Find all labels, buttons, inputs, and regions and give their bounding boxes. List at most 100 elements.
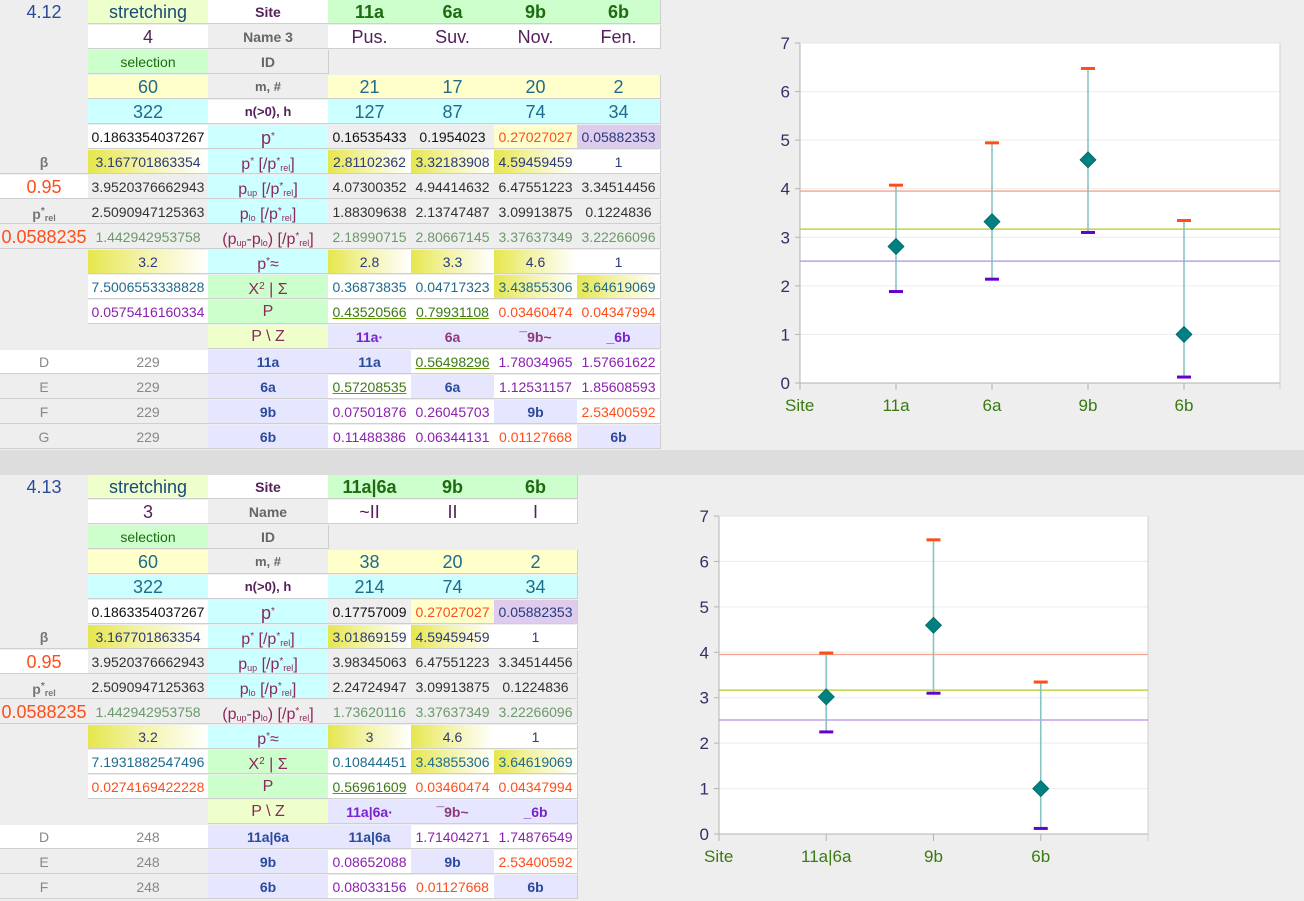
selection-label[interactable]: selection <box>88 50 209 74</box>
matrix-cell[interactable]: 0.01127668 <box>411 875 495 899</box>
m-value[interactable]: 17 <box>411 75 495 99</box>
site-header[interactable]: 6b <box>577 0 661 24</box>
matrix-row-count[interactable]: 248 <box>88 850 209 874</box>
p-star-total[interactable]: 0.1863354037267 <box>88 125 209 149</box>
p-approx-value[interactable]: 1 <box>494 725 578 749</box>
p-star-value[interactable]: 0.16535433 <box>328 125 412 149</box>
m-value[interactable]: 38 <box>328 550 412 574</box>
n-value[interactable]: 87 <box>411 100 495 124</box>
p-up-value[interactable]: 3.98345063 <box>328 650 412 674</box>
p-lo-value[interactable]: 3.09913875 <box>411 675 495 699</box>
p-approx-value[interactable]: 3 <box>328 725 412 749</box>
m-value[interactable]: 20 <box>411 550 495 574</box>
p-star-rel-value[interactable]: 1 <box>494 625 578 649</box>
site-name[interactable]: Pus. <box>328 25 412 49</box>
p-lo-value[interactable]: 0.1224836 <box>577 200 661 224</box>
p-up-value[interactable]: 6.47551223 <box>411 650 495 674</box>
m-value[interactable]: 2 <box>494 550 578 574</box>
diff-value[interactable]: 2.80667145 <box>411 225 495 249</box>
P-value[interactable]: 0.43520566 <box>328 300 412 324</box>
stretching-value[interactable]: 4 <box>88 25 209 49</box>
n-value[interactable]: 74 <box>411 575 495 599</box>
site-name[interactable]: I <box>494 500 578 524</box>
p-star-rel-value[interactable]: 1 <box>577 150 661 174</box>
p-up-value[interactable]: 4.94414632 <box>411 175 495 199</box>
chi2-value[interactable]: 3.43855306 <box>411 750 495 774</box>
n-total[interactable]: 322 <box>88 100 209 124</box>
diff-value[interactable]: 1.73620116 <box>328 700 412 724</box>
p-lo-value[interactable]: 2.24724947 <box>328 675 412 699</box>
chi2-total[interactable]: 7.5006553338828 <box>88 275 209 299</box>
stretching-label[interactable]: stretching <box>88 0 209 24</box>
matrix-row-count[interactable]: 248 <box>88 825 209 849</box>
selection-label[interactable]: selection <box>88 525 209 549</box>
pz-col-header[interactable]: ¯9b~ <box>494 325 578 349</box>
n-value[interactable]: 34 <box>577 100 661 124</box>
matrix-cell[interactable]: 0.08652088 <box>328 850 412 874</box>
p-approx-value[interactable]: 4.6 <box>411 725 495 749</box>
site-header[interactable]: 6b <box>494 475 578 499</box>
matrix-cell[interactable]: 1.71404271 <box>411 825 495 849</box>
p-up-value[interactable]: 6.47551223 <box>494 175 578 199</box>
stretching-label[interactable]: stretching <box>88 475 209 499</box>
p-star-value[interactable]: 0.1954023 <box>411 125 495 149</box>
chi2-value[interactable]: 3.64619069 <box>494 750 578 774</box>
p-approx-value[interactable]: 2.8 <box>328 250 412 274</box>
site-header[interactable]: 11a|6a <box>328 475 412 499</box>
matrix-cell[interactable]: 0.11488386 <box>328 425 412 449</box>
matrix-row-count[interactable]: 248 <box>88 875 209 899</box>
diff-value[interactable]: 3.37637349 <box>411 700 495 724</box>
p-lo-total[interactable]: 2.5090947125363 <box>88 200 209 224</box>
diff-total[interactable]: 1.442942953758 <box>88 225 209 249</box>
chi2-value[interactable]: 0.36873835 <box>328 275 412 299</box>
pz-col-header[interactable]: 6a <box>411 325 495 349</box>
site-name[interactable]: Suv. <box>411 25 495 49</box>
p-star-value[interactable]: 0.17757009 <box>328 600 412 624</box>
site-header[interactable]: 11a <box>328 0 412 24</box>
confidence-level[interactable]: 0.95 <box>0 175 88 199</box>
p-approx-total[interactable]: 3.2 <box>88 725 209 749</box>
p-approx-value[interactable]: 1 <box>577 250 661 274</box>
n-value[interactable]: 34 <box>494 575 578 599</box>
matrix-cell[interactable]: 0.06344131 <box>411 425 495 449</box>
diff-value[interactable]: 3.22266096 <box>577 225 661 249</box>
p-approx-total[interactable]: 3.2 <box>88 250 209 274</box>
matrix-cell[interactable]: 1.57661622 <box>577 350 661 374</box>
matrix-row-count[interactable]: 229 <box>88 375 209 399</box>
selection-value[interactable]: 60 <box>88 75 209 99</box>
pz-col-header[interactable]: ¯9b~ <box>411 800 495 824</box>
P-value[interactable]: 0.04347994 <box>494 775 578 799</box>
diff-value[interactable]: 2.18990715 <box>328 225 412 249</box>
site-name[interactable]: Nov. <box>494 25 578 49</box>
diff-value[interactable]: 3.22266096 <box>494 700 578 724</box>
p-star-rel-value[interactable]: 3.32183908 <box>411 150 495 174</box>
p-star-total[interactable]: 0.1863354037267 <box>88 600 209 624</box>
p-up-total[interactable]: 3.9520376662943 <box>88 175 209 199</box>
matrix-cell[interactable]: 0.56498296 <box>411 350 495 374</box>
p-lo-value[interactable]: 1.88309638 <box>328 200 412 224</box>
matrix-cell[interactable]: 0.08033156 <box>328 875 412 899</box>
p-star-value[interactable]: 0.05882353 <box>577 125 661 149</box>
n-value[interactable]: 74 <box>494 100 578 124</box>
site-name[interactable]: II <box>411 500 495 524</box>
p-rel-value[interactable]: 0.0588235 <box>0 700 88 724</box>
P-value[interactable]: 0.03460474 <box>494 300 578 324</box>
m-value[interactable]: 2 <box>577 75 661 99</box>
chi2-value[interactable]: 0.04717323 <box>411 275 495 299</box>
P-total[interactable]: 0.0274169422228 <box>88 775 209 799</box>
matrix-row-count[interactable]: 229 <box>88 350 209 374</box>
matrix-cell[interactable]: 1.85608593 <box>577 375 661 399</box>
pz-col-header[interactable]: 11a|6a· <box>328 800 412 824</box>
p-star-value[interactable]: 0.05882353 <box>494 600 578 624</box>
diff-total[interactable]: 1.442942953758 <box>88 700 209 724</box>
matrix-cell[interactable]: 1.78034965 <box>494 350 578 374</box>
p-star-rel-value[interactable]: 3.01869159 <box>328 625 412 649</box>
m-value[interactable]: 21 <box>328 75 412 99</box>
p-star-value[interactable]: 0.27027027 <box>411 600 495 624</box>
p-star-rel-value[interactable]: 4.59459459 <box>411 625 495 649</box>
matrix-cell[interactable]: 2.53400592 <box>494 850 578 874</box>
stretching-value[interactable]: 3 <box>88 500 209 524</box>
P-value[interactable]: 0.79931108 <box>411 300 495 324</box>
P-value[interactable]: 0.56961609 <box>328 775 412 799</box>
chi2-value[interactable]: 3.64619069 <box>577 275 661 299</box>
